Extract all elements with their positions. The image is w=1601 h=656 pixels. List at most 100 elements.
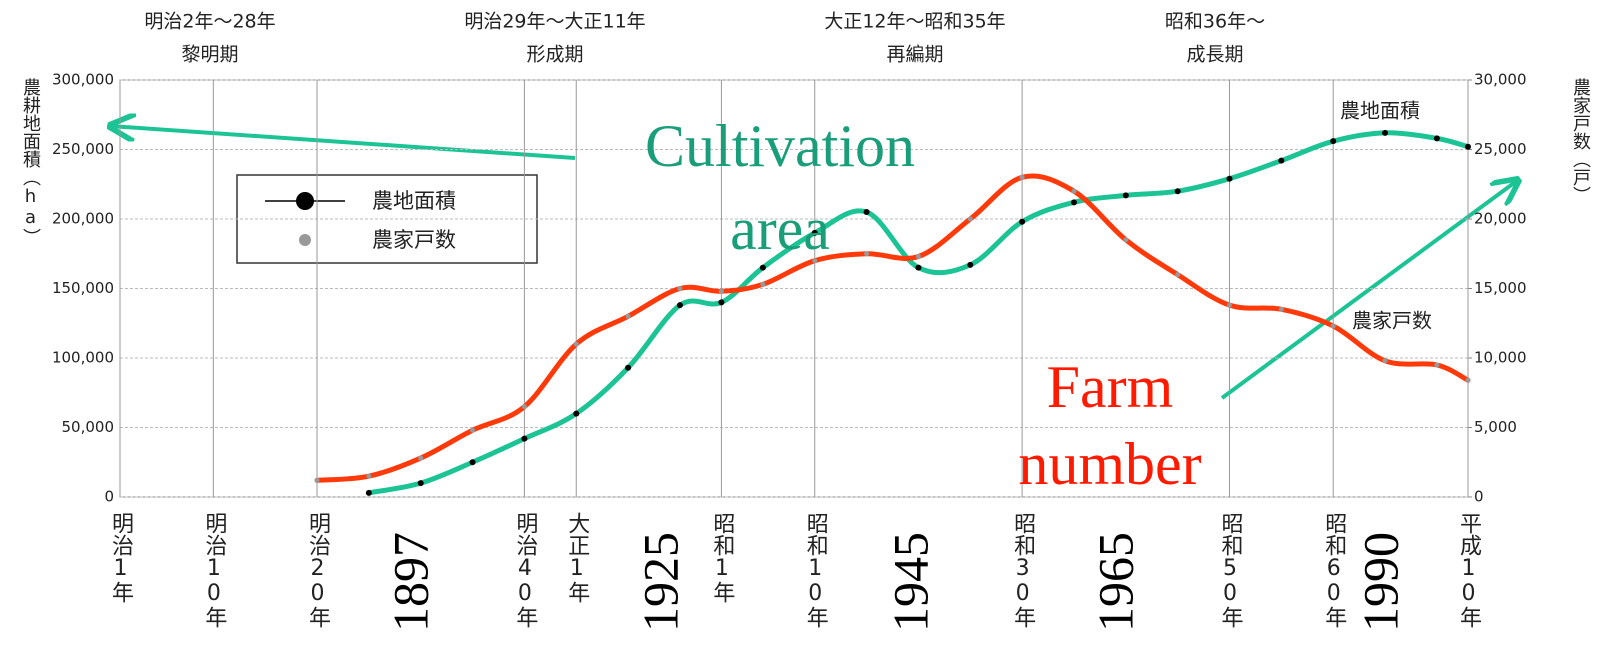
data-point [521, 435, 528, 442]
y-tick-label: 200,000 [52, 210, 114, 228]
data-point [677, 286, 683, 291]
data-point [1330, 138, 1337, 145]
annotation: number [1018, 431, 1201, 497]
x-tick-label: 明治1年 [108, 512, 134, 603]
inline-label: 農地面積 [1340, 99, 1420, 123]
legend-marker [299, 234, 311, 246]
x-tick-label: 昭和30年 [1010, 512, 1036, 628]
legend-label: 農家戸数 [372, 228, 456, 252]
data-point [1278, 306, 1284, 312]
arrow [110, 126, 576, 160]
legend-marker [296, 192, 314, 210]
data-point [718, 288, 724, 294]
y2-tick-label: 30,000 [1474, 71, 1527, 89]
x-tick-label: 明治10年 [201, 512, 227, 628]
period-range: 明治29年～大正11年 [464, 11, 645, 33]
legend-label: 農地面積 [372, 189, 456, 213]
data-point [864, 251, 870, 257]
data-point [1174, 188, 1181, 195]
x-tick-label: 明治40年 [512, 512, 538, 628]
y-tick-label: 300,000 [52, 71, 114, 89]
data-point [521, 404, 527, 410]
data-point [1122, 192, 1129, 199]
data-point [863, 209, 870, 216]
data-point [1330, 323, 1336, 329]
data-point [811, 229, 818, 236]
year-label: 1945 [882, 532, 938, 632]
legend: 農地面積 農家戸数 [236, 174, 538, 264]
inline-label: 農家戸数 [1352, 309, 1432, 333]
y-axis-label: 農耕地面積（ha） [20, 78, 41, 246]
period-name: 形成期 [526, 44, 583, 66]
y2-tick-label: 10,000 [1474, 349, 1527, 367]
x-tick-label: 昭和1年 [709, 512, 735, 603]
x-tick-label: 明治20年 [305, 512, 331, 628]
data-point [967, 216, 973, 222]
y2-tick-label: 5,000 [1474, 418, 1517, 436]
data-point [625, 313, 631, 319]
data-point [759, 264, 766, 271]
y-tick-label: 50,000 [62, 418, 115, 436]
data-point [915, 264, 922, 271]
data-point [470, 427, 476, 433]
y-tick-label: 0 [104, 488, 114, 506]
x-tick-label: 平成10年 [1456, 512, 1482, 628]
data-point [417, 480, 424, 487]
x-tick-label: 昭和60年 [1321, 512, 1347, 628]
annotation: Cultivation [645, 113, 915, 179]
period-name: 黎明期 [181, 44, 238, 66]
x-tick-label: 昭和10年 [803, 512, 829, 628]
data-point [1278, 157, 1285, 164]
y-tick-label: 150,000 [52, 279, 114, 297]
y2-tick-label: 20,000 [1474, 210, 1527, 228]
data-point [812, 258, 818, 264]
y2-axis-label: 農家戸数（戸） [1570, 78, 1591, 204]
data-point [1071, 188, 1077, 194]
period-range: 大正12年～昭和35年 [824, 11, 1005, 33]
x-tick-label: 大正1年 [564, 512, 590, 603]
year-label: 1990 [1352, 532, 1408, 632]
data-point [1434, 362, 1440, 368]
data-point [366, 473, 372, 479]
y-tick-label: 100,000 [52, 349, 114, 367]
y-tick-label: 250,000 [52, 140, 114, 158]
y2-tick-label: 15,000 [1474, 279, 1527, 297]
data-point [1382, 129, 1389, 136]
data-point [1382, 358, 1388, 364]
data-point [676, 302, 683, 309]
data-point [760, 281, 766, 287]
data-point [625, 364, 632, 371]
data-point [915, 254, 921, 260]
year-label: 1897 [382, 532, 438, 632]
data-point [573, 341, 579, 347]
data-point [573, 410, 580, 417]
data-point [1019, 174, 1025, 180]
data-point [1226, 175, 1233, 182]
data-point [1465, 143, 1471, 150]
data-point [365, 489, 372, 496]
data-point [1123, 237, 1129, 243]
year-label: 1965 [1087, 532, 1143, 632]
series-line [366, 130, 1471, 496]
data-point [1019, 218, 1026, 225]
y2-tick-label: 0 [1474, 488, 1484, 506]
data-point [469, 459, 476, 466]
x-tick-label: 昭和50年 [1218, 512, 1244, 628]
data-point [418, 455, 424, 461]
y2-tick-label: 25,000 [1474, 140, 1527, 158]
period-range: 明治2年～28年 [144, 11, 275, 33]
data-point [1070, 199, 1077, 206]
year-label: 1925 [632, 532, 688, 632]
period-name: 再編期 [886, 44, 943, 66]
data-point [1227, 302, 1233, 308]
annotation: Farm [1047, 354, 1174, 420]
data-point [1433, 135, 1440, 142]
data-point [967, 261, 974, 268]
period-name: 成長期 [1186, 44, 1243, 66]
data-point [1175, 272, 1181, 278]
data-point [718, 299, 725, 306]
data-point [314, 477, 320, 483]
data-point [1465, 377, 1471, 383]
annotation: area [730, 196, 830, 262]
